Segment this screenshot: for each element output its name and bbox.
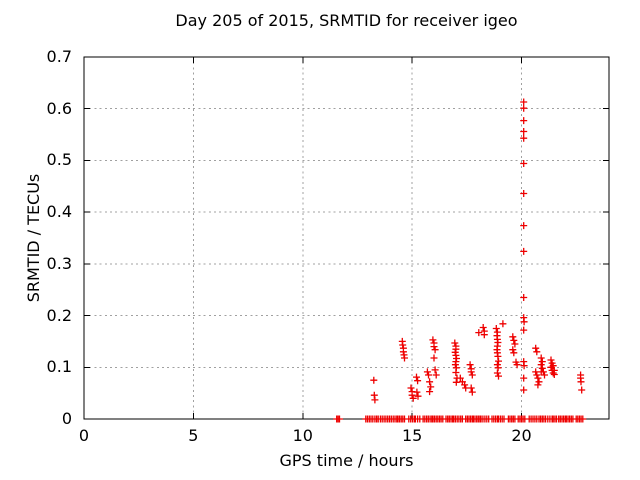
data-point-markers [333, 98, 587, 423]
y-tick-label: 0.4 [46, 202, 72, 222]
x-tick-label: 10 [292, 426, 313, 445]
y-tick-label: 0.1 [46, 357, 72, 377]
x-tick-label: 20 [511, 426, 532, 445]
x-tick-label: 5 [188, 426, 199, 445]
y-tick-label: 0.7 [46, 47, 72, 66]
y-tick-label: 0.3 [46, 253, 72, 273]
chart-title: Day 205 of 2015, SRMTID for receiver ige… [175, 11, 518, 30]
plot-border [83, 56, 610, 420]
y-tick-label: 0.5 [46, 150, 72, 170]
x-axis-label: GPS time / hours [279, 451, 414, 470]
y-tick-label: 0.2 [46, 305, 72, 325]
y-tick-label: 0.6 [46, 98, 72, 118]
y-tick-label: 0 [61, 409, 72, 428]
x-tick-label: 15 [401, 426, 423, 445]
x-tick-label: 0 [78, 426, 90, 445]
